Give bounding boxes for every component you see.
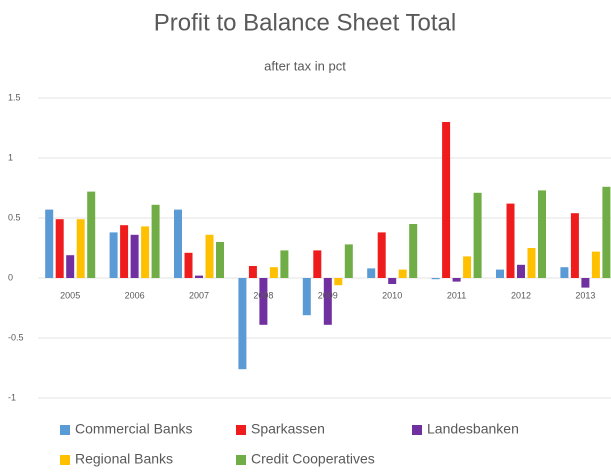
bar: [174, 209, 182, 278]
bar: [302, 278, 311, 316]
bar: [45, 209, 54, 278]
legend-label: Landesbanken: [427, 421, 519, 437]
bar: [313, 250, 322, 278]
bar: [367, 268, 376, 278]
y-tick-label: 1: [8, 152, 13, 162]
x-tick-label: 2013: [575, 290, 595, 300]
bar: [560, 267, 569, 278]
bar: [66, 255, 75, 278]
bar: [517, 264, 525, 278]
bar: [496, 269, 504, 278]
x-tick-label: 2007: [189, 290, 209, 300]
x-tick-label: 2005: [60, 290, 80, 300]
bar: [377, 232, 386, 278]
bar: [216, 242, 224, 278]
legend-swatch: [60, 455, 70, 465]
bar: [602, 186, 611, 278]
bar: [463, 256, 472, 278]
bar: [431, 278, 440, 280]
bar: [527, 248, 536, 278]
bar: [398, 269, 407, 278]
bar: [442, 122, 451, 278]
legend-label: Commercial Banks: [75, 421, 192, 437]
legend-swatch: [60, 425, 70, 435]
bar: [323, 278, 332, 325]
bar: [76, 219, 85, 278]
legend-swatch: [236, 425, 246, 435]
bar: [120, 225, 129, 278]
x-tick-label: 2009: [318, 290, 338, 300]
bar: [205, 234, 214, 278]
bar: [388, 278, 397, 284]
legend-label: Regional Banks: [75, 451, 173, 467]
bar: [452, 278, 461, 282]
legend-label: Credit Cooperatives: [251, 451, 375, 467]
bar: [184, 252, 193, 278]
legend-swatch: [236, 455, 246, 465]
x-tick-label: 2006: [125, 290, 145, 300]
bar: [130, 234, 139, 278]
x-tick-label: 2010: [382, 290, 402, 300]
bar: [238, 278, 247, 370]
x-tick-label: 2008: [253, 290, 273, 300]
bar: [55, 219, 64, 278]
legend-label: Sparkassen: [251, 421, 325, 437]
x-tick-label: 2011: [447, 290, 466, 300]
bar: [151, 204, 160, 278]
bar: [473, 192, 482, 278]
bar: [409, 224, 418, 278]
y-tick-label: -1: [8, 392, 16, 402]
bar: [570, 213, 579, 278]
bar: [591, 251, 600, 278]
bar: [259, 278, 268, 325]
chart-subtitle: after tax in pct: [264, 58, 346, 73]
y-tick-label: 0: [8, 272, 13, 282]
bar: [344, 244, 353, 278]
bar: [248, 266, 257, 278]
bar: [195, 275, 203, 278]
bar: [538, 190, 546, 278]
bar: [141, 226, 150, 278]
bar: [87, 191, 96, 278]
y-tick-label: 0.5: [8, 212, 21, 222]
bar: [269, 267, 278, 278]
bar: [506, 203, 515, 278]
x-tick-label: 2012: [511, 290, 531, 300]
y-tick-label: 1.5: [8, 92, 21, 102]
bar: [334, 278, 343, 286]
y-tick-label: -0.5: [8, 332, 24, 342]
bar: [280, 250, 289, 278]
bar: [109, 232, 118, 278]
legend-swatch: [412, 425, 422, 435]
bar: [581, 278, 590, 288]
chart-title: Profit to Balance Sheet Total: [154, 9, 456, 36]
